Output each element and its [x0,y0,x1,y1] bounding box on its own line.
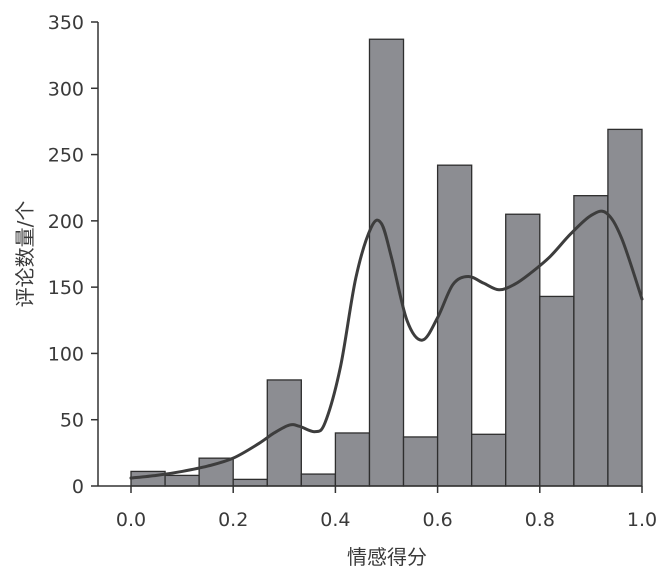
density-curve [129,209,644,480]
histogram-bar-7 [368,38,405,487]
y-axis-ticks: 0 50 100 150 200 250 300 350 [48,12,98,498]
histogram-bar-14 [607,128,643,487]
x-tick-label-4: 0.8 [525,509,555,531]
x-tick-label-0: 0.0 [116,509,146,531]
histogram-bar-12 [539,295,575,487]
x-axis-title: 情感得分 [347,545,427,569]
y-tick-label-2: 100 [48,343,84,365]
histogram-bar-8 [402,436,439,487]
histogram-bar-5 [300,473,337,487]
histogram-bar-9 [436,164,473,487]
y-tick-label-6: 300 [48,78,84,100]
x-tick-label-3: 0.6 [422,509,452,531]
y-tick-label-4: 200 [48,211,84,233]
y-tick-label-5: 250 [48,145,84,167]
x-tick-label-5: 1.0 [627,509,657,531]
x-axis-ticks: 0.0 0.2 0.4 0.6 0.8 1.0 [116,486,657,531]
y-tick-label-0: 0 [72,476,84,498]
histogram-bar-10 [471,433,507,487]
histogram-bar-3 [232,478,268,487]
histogram-bars [130,38,643,487]
histogram-bar-11 [505,213,541,487]
y-tick-label-3: 150 [48,277,84,299]
x-tick-label-2: 0.4 [320,509,350,531]
y-tick-label-7: 350 [48,12,84,34]
x-tick-label-1: 0.2 [218,509,248,531]
histogram-bar-13 [573,195,609,487]
histogram-bar-1 [164,474,200,487]
histogram-bar-6 [334,432,371,487]
y-axis-title: 评论数量/个 [13,201,37,308]
y-tick-label-1: 50 [60,410,84,432]
